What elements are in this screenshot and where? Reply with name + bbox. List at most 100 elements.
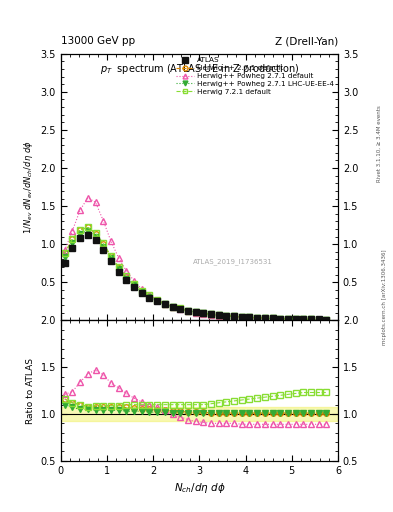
Herwig 7.2.1 default	[62, 250, 67, 257]
ATLAS	[185, 308, 190, 314]
ATLAS	[263, 315, 267, 321]
Herwig++ Powheg 2.7.1 LHC-UE-EE-4	[101, 244, 106, 250]
Herwig++ Powheg 2.7.1 LHC-UE-EE-4	[108, 255, 113, 261]
Herwig 7.2.1 default	[193, 309, 198, 315]
Herwig++ 2.7.1 default	[132, 282, 136, 288]
ATLAS	[86, 232, 90, 238]
ATLAS	[178, 306, 183, 312]
Herwig 7.2.1 default	[101, 241, 106, 247]
Herwig 7.2.1 default	[178, 305, 183, 311]
Herwig++ Powheg 2.7.1 default	[263, 315, 267, 322]
Herwig++ Powheg 2.7.1 default	[316, 317, 321, 323]
ATLAS	[132, 284, 136, 290]
Herwig++ 2.7.1 default	[263, 315, 267, 321]
Herwig 7.2.1 default	[201, 310, 206, 316]
Herwig++ Powheg 2.7.1 LHC-UE-EE-4	[162, 302, 167, 308]
Herwig++ Powheg 2.7.1 LHC-UE-EE-4	[132, 282, 136, 288]
Herwig++ 2.7.1 default	[309, 316, 313, 323]
Herwig++ Powheg 2.7.1 LHC-UE-EE-4	[324, 316, 329, 323]
Herwig++ Powheg 2.7.1 LHC-UE-EE-4	[185, 308, 190, 314]
Herwig++ Powheg 2.7.1 LHC-UE-EE-4	[62, 254, 67, 260]
Herwig++ Powheg 2.7.1 default	[270, 316, 275, 322]
Line: ATLAS: ATLAS	[62, 232, 329, 323]
Herwig 7.2.1 default	[170, 304, 175, 310]
ATLAS	[216, 312, 221, 318]
Herwig++ 2.7.1 default	[224, 313, 229, 319]
Herwig++ Powheg 2.7.1 LHC-UE-EE-4	[93, 233, 98, 240]
ATLAS	[101, 247, 106, 253]
Herwig 7.2.1 default	[224, 313, 229, 319]
Herwig 7.2.1 default	[278, 315, 283, 322]
X-axis label: $N_{ch}/d\eta\ d\phi$: $N_{ch}/d\eta\ d\phi$	[174, 481, 225, 495]
Line: Herwig++ 2.7.1 default: Herwig++ 2.7.1 default	[62, 225, 329, 323]
ATLAS	[124, 277, 129, 283]
Herwig++ 2.7.1 default	[193, 309, 198, 315]
Herwig++ 2.7.1 default	[316, 316, 321, 323]
ATLAS	[170, 304, 175, 310]
ATLAS	[224, 313, 229, 319]
ATLAS	[140, 290, 144, 296]
Herwig++ Powheg 2.7.1 default	[93, 199, 98, 205]
ATLAS	[247, 314, 252, 321]
Herwig++ 2.7.1 default	[140, 288, 144, 294]
Herwig++ Powheg 2.7.1 LHC-UE-EE-4	[209, 311, 213, 317]
ATLAS	[70, 245, 75, 251]
Herwig++ Powheg 2.7.1 LHC-UE-EE-4	[170, 304, 175, 310]
Herwig++ Powheg 2.7.1 default	[324, 317, 329, 323]
Herwig++ Powheg 2.7.1 default	[162, 301, 167, 307]
Herwig++ Powheg 2.7.1 default	[216, 312, 221, 318]
ATLAS	[62, 260, 67, 266]
ATLAS	[301, 316, 306, 322]
Herwig 7.2.1 default	[301, 316, 306, 322]
Herwig++ 2.7.1 default	[178, 306, 183, 312]
Herwig++ Powheg 2.7.1 default	[286, 316, 290, 322]
Herwig++ Powheg 2.7.1 LHC-UE-EE-4	[239, 314, 244, 320]
Line: Herwig++ Powheg 2.7.1 LHC-UE-EE-4: Herwig++ Powheg 2.7.1 LHC-UE-EE-4	[62, 228, 329, 323]
Herwig 7.2.1 default	[216, 312, 221, 318]
Herwig 7.2.1 default	[140, 288, 144, 294]
Line: Herwig++ Powheg 2.7.1 default: Herwig++ Powheg 2.7.1 default	[62, 195, 329, 323]
Herwig++ 2.7.1 default	[86, 224, 90, 230]
Text: Rivet 3.1.10, ≥ 3.4M events: Rivet 3.1.10, ≥ 3.4M events	[377, 105, 382, 182]
Herwig++ 2.7.1 default	[270, 315, 275, 322]
Herwig++ Powheg 2.7.1 default	[132, 278, 136, 284]
Herwig++ Powheg 2.7.1 LHC-UE-EE-4	[278, 315, 283, 322]
Herwig 7.2.1 default	[309, 316, 313, 323]
Herwig 7.2.1 default	[108, 252, 113, 259]
Herwig 7.2.1 default	[286, 316, 290, 322]
Herwig++ 2.7.1 default	[232, 313, 237, 319]
Herwig++ 2.7.1 default	[70, 236, 75, 242]
ATLAS	[193, 309, 198, 315]
Herwig 7.2.1 default	[132, 281, 136, 287]
Herwig++ Powheg 2.7.1 LHC-UE-EE-4	[78, 230, 83, 237]
Herwig 7.2.1 default	[78, 227, 83, 233]
Herwig++ 2.7.1 default	[201, 310, 206, 316]
Herwig++ 2.7.1 default	[78, 227, 83, 233]
Herwig++ 2.7.1 default	[216, 312, 221, 318]
Herwig++ Powheg 2.7.1 LHC-UE-EE-4	[178, 306, 183, 312]
Herwig++ Powheg 2.7.1 default	[140, 286, 144, 292]
Legend: ATLAS, Herwig++ 2.7.1 default, Herwig++ Powheg 2.7.1 default, Herwig++ Powheg 2.: ATLAS, Herwig++ 2.7.1 default, Herwig++ …	[175, 56, 336, 96]
Herwig 7.2.1 default	[155, 297, 160, 303]
Herwig++ Powheg 2.7.1 default	[309, 316, 313, 323]
Herwig++ Powheg 2.7.1 LHC-UE-EE-4	[247, 314, 252, 321]
Herwig++ Powheg 2.7.1 default	[78, 207, 83, 213]
Herwig++ Powheg 2.7.1 LHC-UE-EE-4	[224, 313, 229, 319]
ATLAS	[270, 315, 275, 322]
Herwig++ Powheg 2.7.1 default	[62, 247, 67, 253]
Herwig++ Powheg 2.7.1 LHC-UE-EE-4	[140, 289, 144, 295]
Herwig 7.2.1 default	[124, 273, 129, 280]
Herwig 7.2.1 default	[232, 313, 237, 319]
Herwig++ Powheg 2.7.1 LHC-UE-EE-4	[155, 297, 160, 304]
Herwig++ 2.7.1 default	[247, 314, 252, 321]
Herwig++ Powheg 2.7.1 default	[232, 314, 237, 320]
Y-axis label: Ratio to ATLAS: Ratio to ATLAS	[26, 357, 35, 423]
Herwig++ Powheg 2.7.1 default	[185, 308, 190, 314]
ATLAS	[239, 314, 244, 320]
Herwig++ 2.7.1 default	[293, 316, 298, 322]
Herwig++ Powheg 2.7.1 LHC-UE-EE-4	[232, 313, 237, 319]
Herwig++ 2.7.1 default	[108, 253, 113, 260]
Herwig 7.2.1 default	[316, 316, 321, 323]
Herwig 7.2.1 default	[209, 311, 213, 317]
Herwig++ 2.7.1 default	[185, 308, 190, 314]
